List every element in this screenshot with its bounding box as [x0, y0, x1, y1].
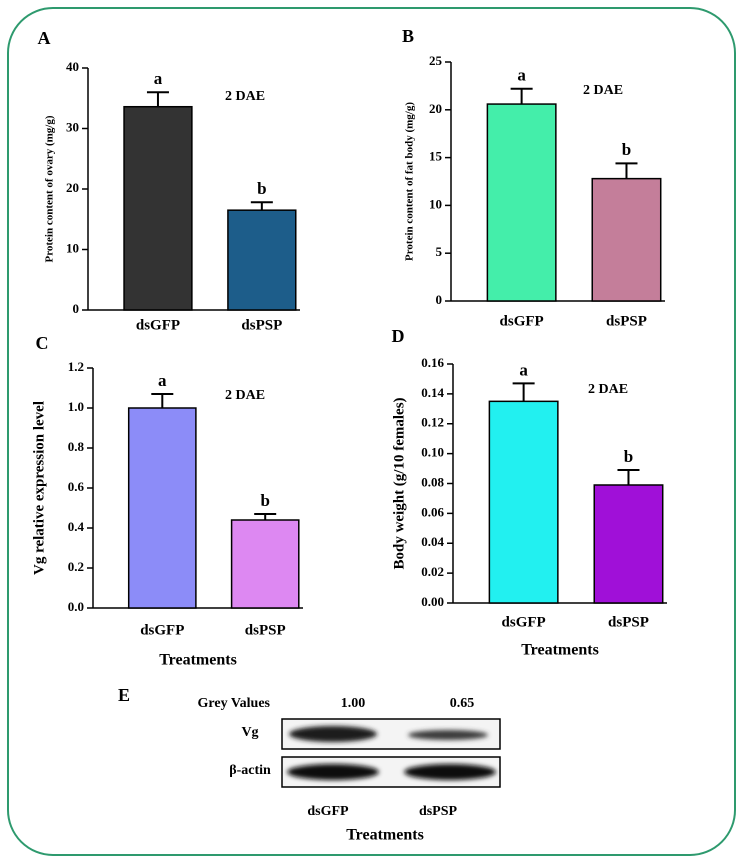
y-tick-label: 0.06: [421, 504, 444, 519]
y-tick-label: 0.4: [68, 519, 85, 534]
significance-letter: b: [260, 491, 269, 510]
grey-value: 0.65: [450, 696, 475, 711]
error-bar: [512, 382, 535, 402]
x-axis-title: Treatments: [346, 827, 424, 844]
y-tick-label: 20: [429, 101, 442, 116]
error-bar: [510, 87, 533, 105]
y-tick-label: 0.0: [68, 599, 84, 614]
y-tick-label: 5: [436, 244, 443, 259]
y-tick-label: 0.8: [68, 439, 85, 454]
significance-letter: b: [622, 140, 631, 159]
significance-letter: a: [517, 66, 526, 85]
error-bar: [254, 513, 277, 520]
y-tick-label: 10: [66, 240, 79, 255]
grey-value: 1.00: [341, 696, 366, 711]
error-bar: [250, 201, 273, 211]
blot-band: [408, 730, 488, 740]
significance-letter: b: [624, 447, 633, 466]
annotation: 2 DAE: [225, 89, 265, 104]
x-tick-label: dsGFP: [136, 317, 180, 333]
panel-label: A: [38, 28, 51, 48]
y-tick-label: 0: [436, 292, 443, 307]
y-tick-label: 0.10: [421, 445, 444, 460]
lane-label: dsGFP: [307, 804, 349, 819]
bar: [127, 407, 197, 609]
y-axis-title: Protein content of fat body (mg/g): [404, 102, 416, 261]
significance-letter: b: [257, 179, 266, 198]
x-tick-label: dsPSP: [608, 614, 649, 630]
row-label: β-actin: [229, 763, 271, 778]
y-axis-title: Vg relative expression level: [31, 401, 47, 575]
y-tick-label: 40: [66, 59, 79, 74]
error-bar: [617, 469, 640, 485]
panel-label: E: [118, 685, 130, 705]
x-tick-label: dsGFP: [140, 622, 184, 638]
bar: [486, 103, 557, 302]
error-bar: [146, 91, 169, 107]
error-bar: [151, 393, 174, 408]
annotation: 2 DAE: [583, 83, 623, 98]
y-tick-label: 15: [429, 149, 443, 164]
y-tick-label: 30: [66, 119, 79, 134]
panel-label: C: [36, 333, 49, 353]
y-tick-label: 10: [429, 196, 442, 211]
x-axis-title: Treatments: [159, 652, 237, 669]
x-tick-label: dsPSP: [245, 622, 286, 638]
frame: [7, 7, 736, 856]
row-label: Vg: [241, 725, 258, 740]
blot-band: [289, 726, 377, 742]
y-tick-label: 0.2: [68, 559, 84, 574]
x-tick-label: dsGFP: [500, 313, 544, 329]
y-tick-label: 0.12: [421, 415, 444, 430]
bar: [488, 400, 559, 604]
y-tick-label: 0: [73, 301, 80, 316]
y-tick-label: 0.00: [421, 594, 444, 609]
y-tick-label: 20: [66, 180, 79, 195]
blot-band: [404, 764, 496, 780]
y-axis-title: Body weight (g/10 females): [391, 397, 407, 569]
y-tick-label: 0.04: [421, 534, 444, 549]
lane-label: dsPSP: [419, 804, 458, 819]
y-tick-label: 1.0: [68, 399, 84, 414]
y-tick-label: 0.16: [421, 355, 444, 370]
annotation: 2 DAE: [588, 382, 628, 397]
grey-header: Grey Values: [198, 696, 271, 711]
y-tick-label: 0.08: [421, 474, 444, 489]
x-tick-label: dsPSP: [241, 317, 282, 333]
x-axis-title: Treatments: [521, 642, 599, 659]
bar: [593, 484, 664, 604]
y-tick-label: 1.2: [68, 359, 84, 374]
bar: [123, 105, 193, 311]
bar: [230, 519, 300, 609]
annotation: 2 DAE: [225, 388, 265, 403]
significance-letter: a: [519, 360, 528, 379]
blot-band: [287, 764, 379, 780]
panel-label: D: [392, 326, 405, 346]
error-bar: [615, 162, 638, 179]
y-tick-label: 0.6: [68, 479, 85, 494]
x-tick-label: dsPSP: [606, 313, 647, 329]
y-axis-title: Protein content of ovary (mg/g): [44, 115, 56, 262]
significance-letter: a: [154, 69, 163, 88]
y-tick-label: 0.02: [421, 564, 444, 579]
y-tick-label: 25: [429, 53, 443, 68]
significance-letter: a: [158, 371, 167, 390]
bar: [227, 209, 297, 311]
y-tick-label: 0.14: [421, 385, 444, 400]
bar: [591, 177, 662, 302]
x-tick-label: dsGFP: [502, 614, 546, 630]
panel-label: B: [402, 26, 414, 46]
